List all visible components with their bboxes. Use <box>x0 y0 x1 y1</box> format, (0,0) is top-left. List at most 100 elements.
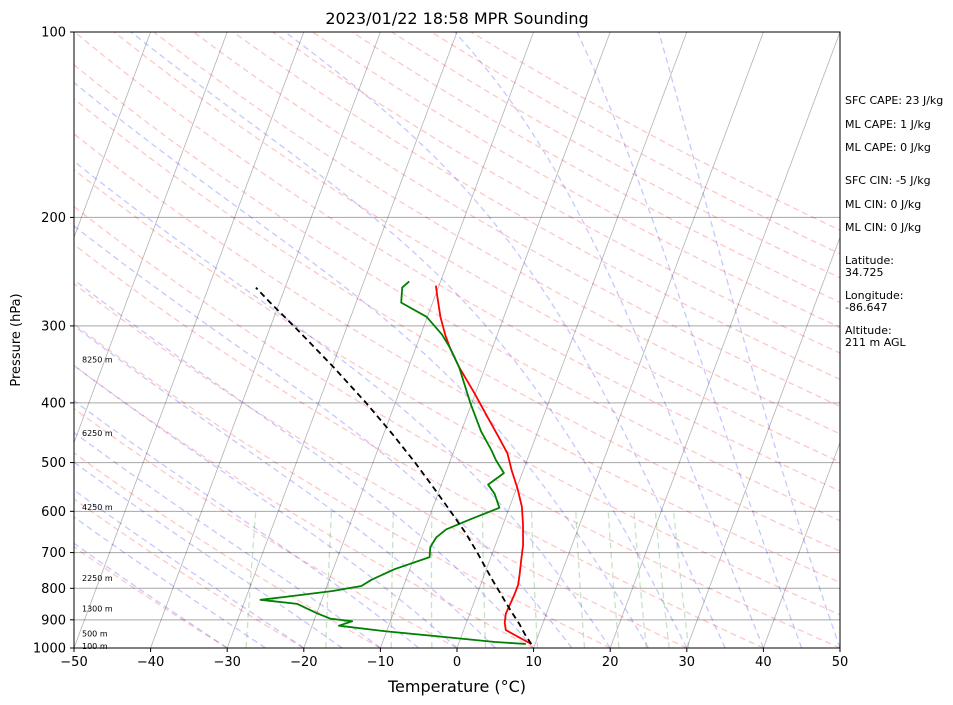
isotherm-line <box>150 32 381 648</box>
y-tick-label: 1000 <box>33 642 66 657</box>
x-tick-label: −40 <box>137 655 164 670</box>
height-labels: 100 m 500 m 1300 m 2250 m 4250 m 6250 m 8250 m <box>82 355 113 651</box>
moist-adiabat-line <box>74 225 573 648</box>
y-tick-label: 900 <box>41 613 66 628</box>
parcel-profile-line <box>255 286 533 645</box>
moist-adiabat-line <box>454 32 765 648</box>
stat-text: SFC CAPE: 23 J/kg <box>845 94 943 107</box>
x-tick-label: 30 <box>679 655 696 670</box>
dry-adiabat-line <box>351 32 840 304</box>
isotherm-line <box>380 32 611 648</box>
dry-adiabat-line <box>74 205 840 648</box>
isotherm-line <box>303 32 534 648</box>
height-label: 500 m <box>82 630 108 639</box>
x-tick-label: −20 <box>290 655 317 670</box>
dry-adiabat-line <box>74 282 688 648</box>
x-axis-label: Temperature (°C) <box>387 677 526 696</box>
stat-text: ML CAPE: 0 J/kg <box>845 141 931 154</box>
y-tick-label: 800 <box>41 582 66 597</box>
height-label: 1300 m <box>82 604 113 613</box>
dry-adiabat-line <box>74 364 534 648</box>
isotherm-line <box>74 32 151 239</box>
dry-adiabat-line <box>74 498 305 648</box>
stats-panel: SFC CAPE: 23 J/kg ML CAPE: 1 J/kg ML CAPE:… <box>845 94 943 349</box>
stat-text: Latitude: <box>845 254 894 267</box>
stat-text: Altitude: <box>845 324 892 337</box>
stat-text: ML CIN: 0 J/kg <box>845 221 921 234</box>
stat-text: -86.647 <box>845 301 887 314</box>
dry-adiabat-line <box>153 32 840 435</box>
dry-adiabat-line <box>74 323 611 648</box>
isobar-gridlines <box>74 31 840 649</box>
isotherm-line <box>609 32 840 648</box>
y-tick-label: 400 <box>41 396 66 411</box>
y-tick-label: 300 <box>41 319 66 334</box>
isotherm-line <box>533 32 764 648</box>
stat-text: Longitude: <box>845 289 903 302</box>
isotherm-line <box>686 236 840 648</box>
y-axis-ticks: 1000 900 800 700 600 500 400 300 200 100 <box>33 26 74 657</box>
moist-adiabat-line <box>74 160 611 648</box>
isotherm-line <box>456 32 688 648</box>
x-tick-label: 0 <box>453 655 461 670</box>
dry-adiabat-line <box>74 168 840 616</box>
dry-adiabat-line <box>272 32 840 354</box>
stat-text: SFC CIN: -5 J/kg <box>845 174 931 187</box>
x-axis-ticks: −50 −40 −30 −20 −10 0 10 20 30 40 50 <box>60 648 848 670</box>
moist-adiabat-line <box>74 81 650 648</box>
dewpoint-profile-line <box>259 280 526 645</box>
stat-text: ML CIN: 0 J/kg <box>845 198 921 211</box>
dry-adiabat-line <box>74 545 228 648</box>
chart-title: 2023/01/22 18:58 MPR Sounding <box>325 9 588 28</box>
moist-adiabat-line <box>576 32 803 648</box>
height-label: 8250 m <box>82 355 113 364</box>
isotherm-line <box>763 441 840 648</box>
x-tick-label: 10 <box>525 655 542 670</box>
dry-adiabat-line <box>113 32 840 463</box>
x-tick-label: −30 <box>213 655 240 670</box>
mixing-ratio-line <box>654 511 670 648</box>
moist-adiabat-line <box>74 364 458 648</box>
dry-adiabat-line <box>74 98 840 552</box>
dry-adiabat-line <box>74 407 458 648</box>
y-tick-label: 200 <box>41 211 66 226</box>
profile-lines <box>255 280 533 645</box>
height-label: 100 m <box>82 642 108 651</box>
x-tick-label: −10 <box>367 655 394 670</box>
dry-adiabat-line <box>391 32 840 279</box>
dry-adiabat-line <box>74 132 840 584</box>
dry-adiabat-line <box>74 32 840 492</box>
moist-adiabat-line <box>74 399 420 648</box>
x-tick-label: 40 <box>755 655 772 670</box>
x-tick-label: 50 <box>832 655 849 670</box>
moist-adiabat-line <box>74 279 535 648</box>
x-tick-label: −50 <box>60 655 87 670</box>
y-tick-label: 700 <box>41 546 66 561</box>
dry-adiabat-line <box>74 243 764 648</box>
height-label: 2250 m <box>82 574 113 583</box>
stat-text: 211 m AGL <box>845 336 907 349</box>
dry-adiabat-line <box>232 32 840 381</box>
moist-adiabat-line <box>74 431 381 648</box>
x-tick-label: 20 <box>602 655 619 670</box>
y-tick-label: 600 <box>41 505 66 520</box>
moist-adiabat-line <box>658 32 840 648</box>
background-lines <box>74 32 840 648</box>
isotherm-line <box>226 32 458 648</box>
moist-adiabat-line <box>130 32 688 648</box>
moist-adiabat-line <box>74 461 343 648</box>
mixing-ratio-line <box>673 511 690 648</box>
height-label: 4250 m <box>82 503 113 512</box>
stat-text: ML CAPE: 1 J/kg <box>845 118 931 131</box>
isotherm-line <box>74 32 305 648</box>
moist-adiabat-line <box>74 324 496 648</box>
y-tick-label: 500 <box>41 456 66 471</box>
stat-text: 34.725 <box>845 266 884 279</box>
y-axis-label: Pressure (hPa) <box>9 293 24 386</box>
dry-adiabat-line <box>74 452 381 648</box>
y-tick-label: 100 <box>41 26 66 41</box>
isotherm-line <box>74 32 228 444</box>
height-label: 6250 m <box>82 429 113 438</box>
